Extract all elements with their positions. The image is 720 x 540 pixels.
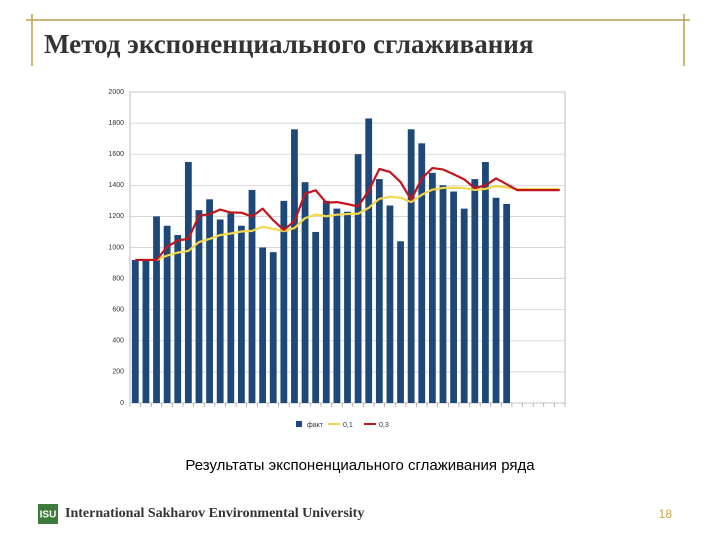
bar [184, 161, 192, 403]
bar [195, 210, 203, 403]
bar [471, 179, 479, 403]
bar [174, 235, 182, 403]
bar [238, 225, 245, 403]
caption: Результаты экспоненциального сглаживания… [185, 457, 535, 474]
y-tick-label: 2000 [108, 89, 124, 96]
bar [216, 219, 224, 403]
bar [131, 259, 139, 403]
y-tick-label: 1000 [108, 244, 124, 251]
bar [291, 129, 298, 403]
line [135, 166, 560, 262]
university: International Sakharov Environmental Uni… [65, 506, 364, 521]
bar [439, 185, 447, 403]
bar [259, 247, 267, 403]
y-tick-label: 1600 [108, 151, 124, 158]
bar [248, 189, 256, 403]
bar [386, 205, 394, 403]
bar [503, 203, 511, 403]
bar [397, 241, 404, 403]
bar [142, 259, 150, 403]
bar [365, 118, 373, 403]
bar [354, 154, 362, 403]
bar [450, 191, 457, 403]
bar [227, 213, 235, 403]
page-number: 18 [659, 507, 673, 521]
logo: ISU [40, 510, 57, 521]
bar [322, 200, 330, 403]
bar [418, 143, 426, 403]
bar [269, 252, 277, 403]
bar [428, 172, 436, 403]
bar [153, 216, 160, 403]
legend-swatch [296, 421, 302, 427]
line [135, 185, 560, 262]
legend-label: 0,3 [379, 422, 389, 429]
y-tick-label: 400 [112, 338, 124, 345]
bar [333, 208, 341, 403]
bar [206, 199, 213, 403]
slide-title: Метод экспоненциального сглаживания [44, 29, 533, 59]
y-tick-label: 1800 [108, 120, 124, 127]
logo-box [38, 504, 58, 524]
bar [344, 211, 351, 403]
bar [492, 197, 500, 403]
legend-label: 0,1 [343, 422, 353, 429]
bar [482, 161, 489, 403]
bar [163, 225, 171, 403]
bar [301, 182, 309, 403]
y-tick-label: 0 [120, 400, 124, 407]
bar [375, 179, 383, 403]
bar [312, 231, 320, 403]
bar [460, 208, 468, 403]
bar [407, 129, 415, 403]
y-tick-label: 800 [112, 275, 124, 282]
bar [280, 200, 288, 403]
y-tick-label: 1200 [108, 213, 124, 220]
legend-label: факт [307, 422, 324, 429]
y-tick-label: 200 [112, 369, 124, 376]
y-tick-label: 1400 [108, 182, 124, 189]
y-tick-label: 600 [112, 307, 124, 314]
